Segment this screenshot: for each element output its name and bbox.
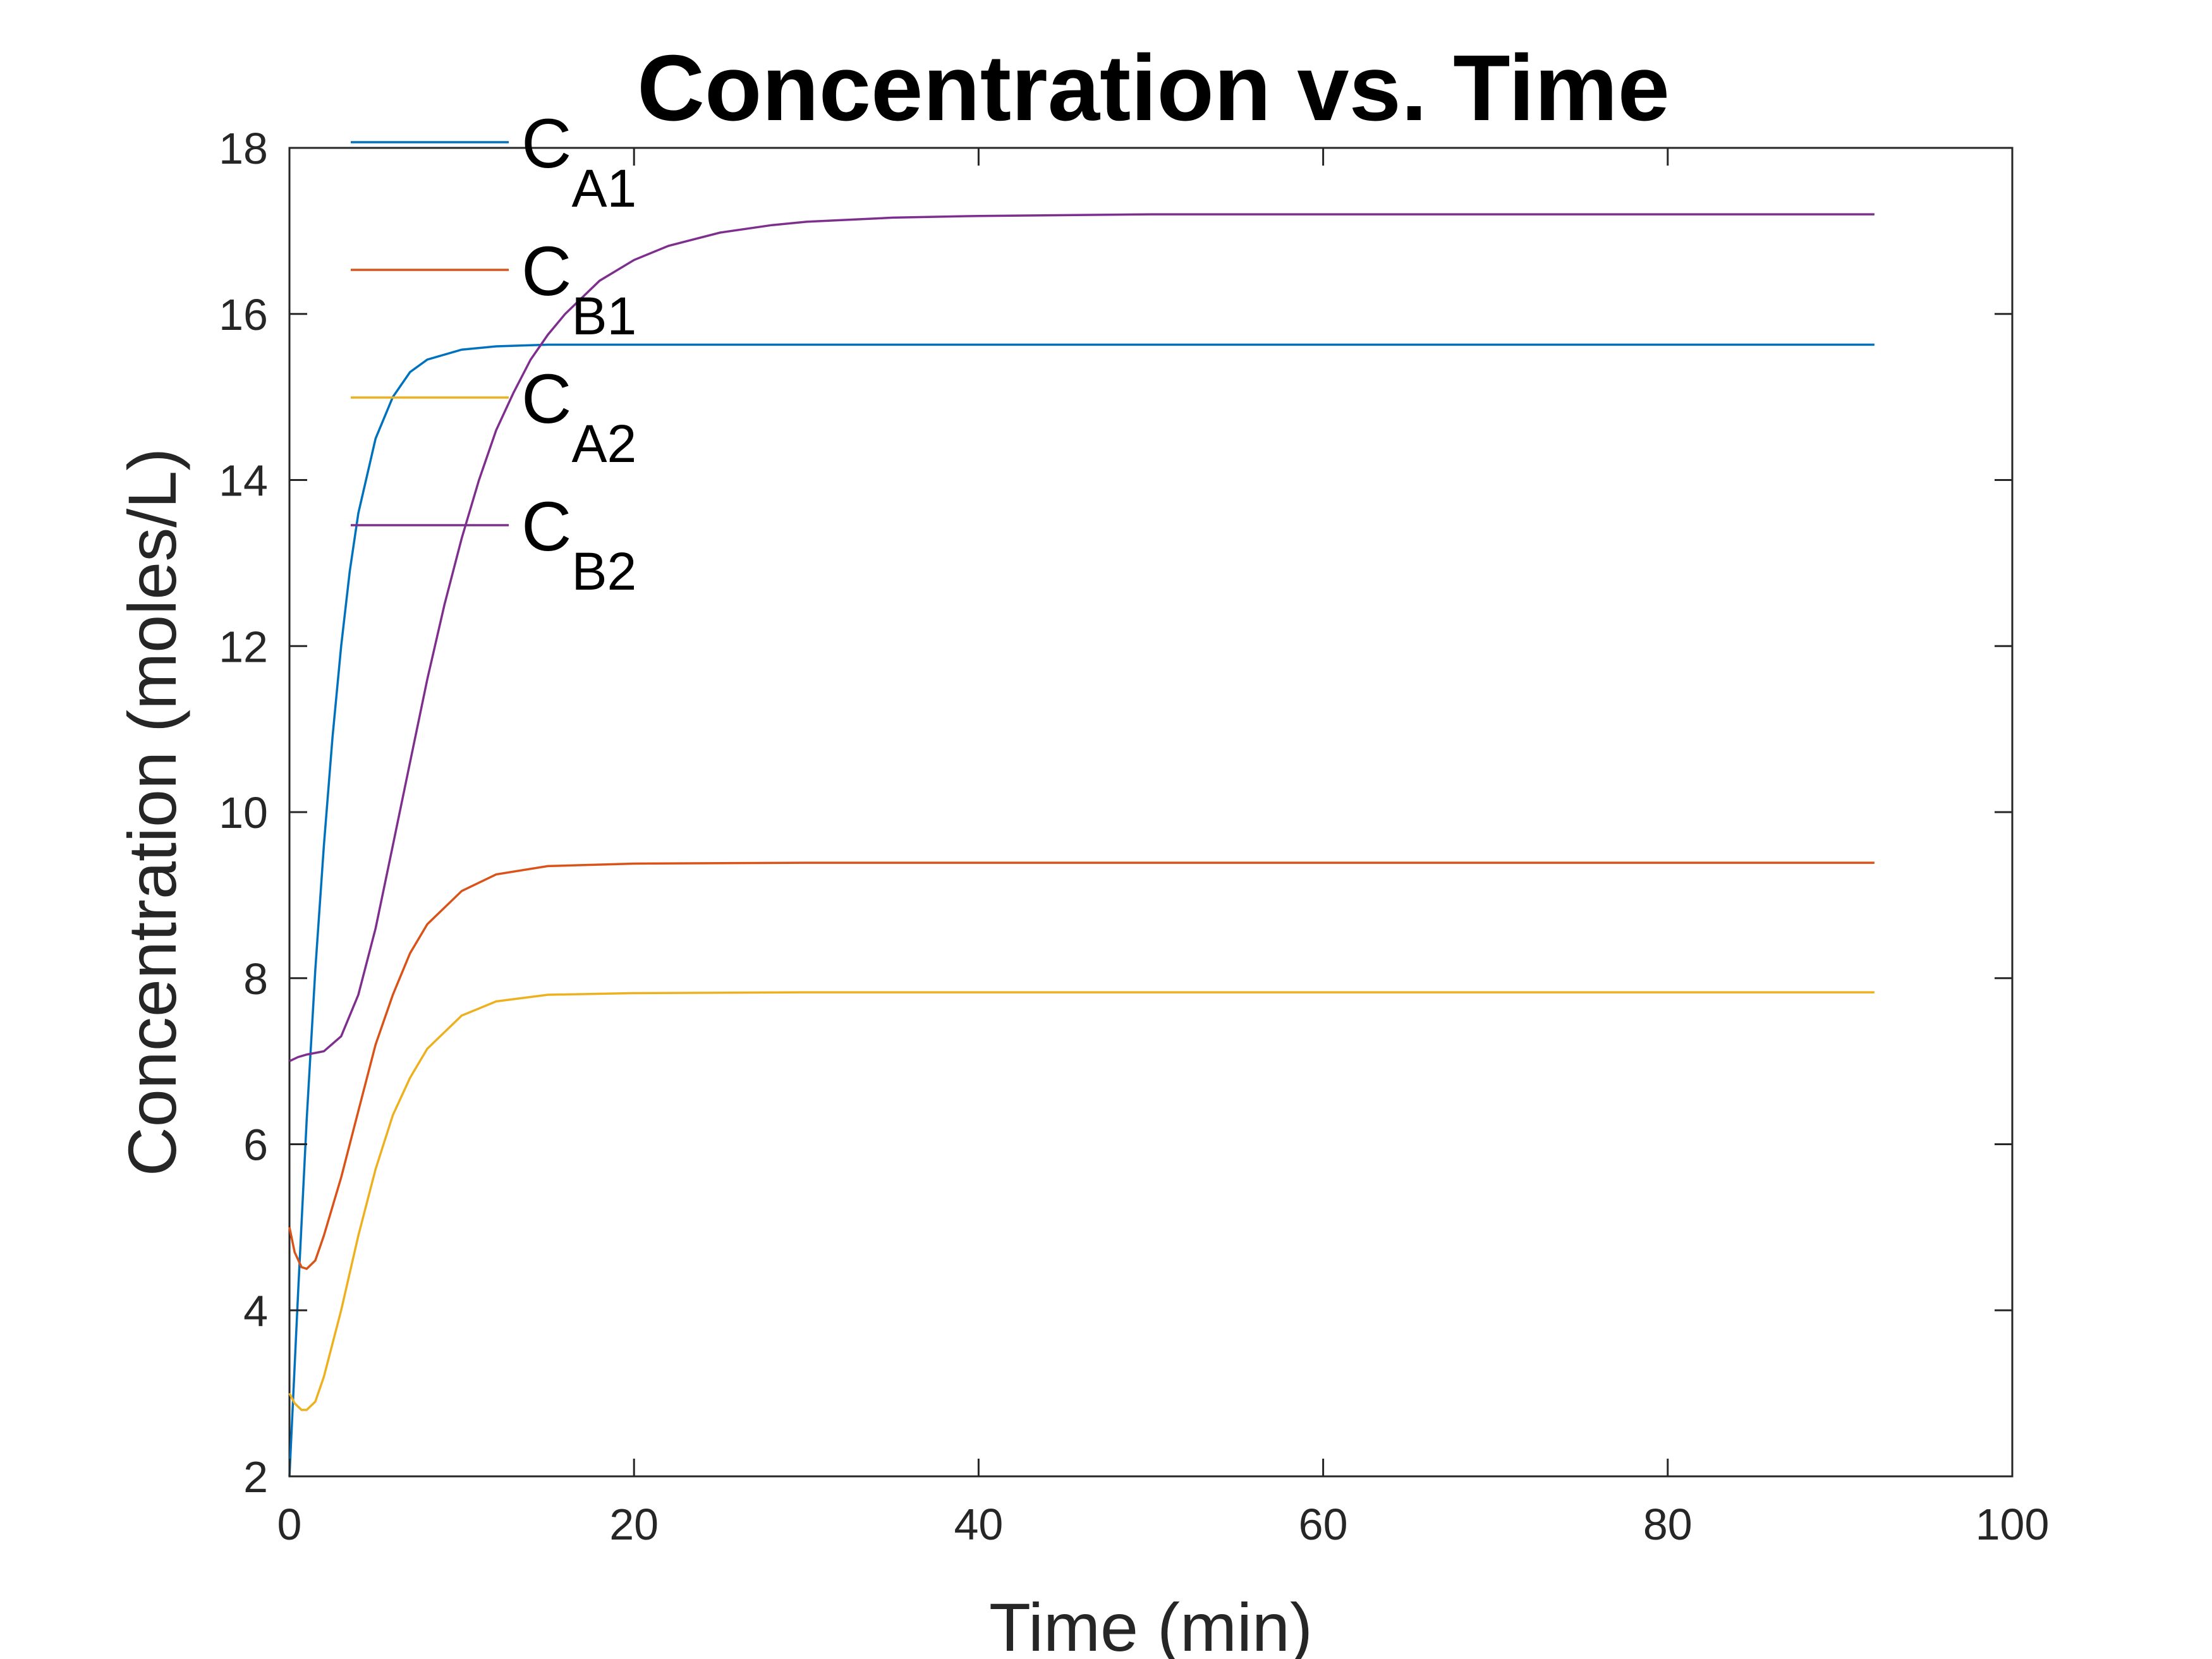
y-tick-label: 4 (243, 1286, 268, 1335)
series-line-c-a2 (288, 991, 1875, 1411)
x-tick-label: 0 (277, 1500, 302, 1549)
legend-label: CA1 (521, 105, 636, 218)
legend-label: CA2 (521, 360, 636, 473)
y-tick-label: 12 (219, 622, 268, 671)
series-line-c-b2 (289, 213, 1875, 1062)
y-tick-label: 14 (219, 456, 268, 506)
y-tick-label: 16 (219, 290, 268, 339)
series-line-c-a1 (288, 343, 1875, 1477)
x-tick-label: 100 (1976, 1500, 2050, 1549)
legend: CA1 CB1 CA2 CB2 (351, 105, 636, 601)
plot-area (288, 147, 2014, 1478)
x-tick-label: 80 (1643, 1500, 1692, 1549)
x-axis-label: Time (min) (989, 1589, 1313, 1659)
chart-title: Concentration vs. Time (637, 36, 1670, 140)
y-tick-label: 18 (219, 124, 268, 173)
series-line-c-b1 (288, 861, 1875, 1270)
x-tick-label: 40 (954, 1500, 1003, 1549)
legend-label: CB2 (521, 488, 636, 601)
x-tick-label: 20 (609, 1500, 659, 1549)
y-tick-label: 2 (243, 1452, 268, 1502)
y-axis-label: Concentration (moles/L) (114, 448, 190, 1177)
y-tick-label: 10 (219, 788, 268, 837)
y-tick-label: 6 (243, 1121, 268, 1170)
legend-label: CB1 (521, 233, 636, 346)
y-tick-label: 8 (243, 954, 268, 1004)
x-tick-label: 60 (1299, 1500, 1348, 1549)
